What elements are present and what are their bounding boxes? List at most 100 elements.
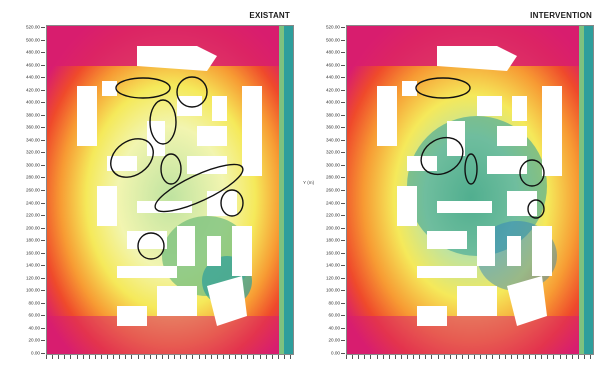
x-tick-mark: [143, 355, 145, 359]
y-tick-label: 460.00: [325, 62, 340, 68]
y-tick-label: 420.00: [25, 87, 40, 93]
y-tick-label: 380.00: [25, 112, 40, 118]
x-tick-mark: [168, 355, 169, 359]
x-axis-right: [346, 355, 594, 363]
y-tick-mark: [341, 215, 345, 217]
y-tick-label: 500.00: [325, 37, 340, 43]
y-tick-label: 0.00: [331, 350, 340, 356]
intervention-map: [346, 25, 594, 355]
y-tick-label: 380.00: [325, 112, 340, 118]
y-tick-mark: [341, 39, 345, 41]
y-tick-mark: [41, 39, 45, 41]
x-tick-mark: [486, 355, 488, 359]
y-tick-mark: [341, 139, 345, 141]
y-tick-label: 300.00: [325, 162, 340, 168]
x-tick-mark: [480, 355, 482, 359]
y-tick-mark: [41, 215, 45, 217]
x-tick-mark: [358, 355, 360, 359]
y-tick-mark: [41, 89, 45, 91]
y-tick-mark: [341, 102, 345, 104]
x-tick-mark: [229, 355, 230, 359]
x-tick-mark: [259, 355, 261, 359]
y-tick-label: 20.00: [28, 337, 41, 343]
x-tick-mark: [407, 355, 408, 359]
y-tick-mark: [341, 202, 345, 204]
x-tick-mark: [541, 355, 543, 359]
x-tick-mark: [419, 355, 421, 359]
y-tick-label: 300.00: [25, 162, 40, 168]
y-tick-mark: [341, 152, 345, 154]
y-tick-label: 520.00: [325, 24, 340, 30]
y-tick-mark: [341, 190, 345, 191]
x-tick-mark: [58, 355, 60, 359]
y-tick-label: 140.00: [325, 262, 340, 268]
y-tick-mark: [341, 252, 345, 254]
y-tick-mark: [41, 340, 45, 342]
y-tick-mark: [41, 27, 45, 28]
x-tick-mark: [394, 355, 396, 359]
x-tick-mark: [204, 355, 206, 359]
y-tick-label: 120.00: [325, 275, 340, 281]
y-tick-label: 400.00: [25, 99, 40, 105]
x-tick-mark: [174, 355, 176, 359]
x-tick-mark: [253, 355, 255, 359]
existant-panel: EXISTANT 520.00 500.00 480.00 460.00 440.00 4…: [0, 0, 298, 367]
y-tick-label: 60.00: [328, 312, 341, 318]
y-tick-label: 80.00: [328, 300, 341, 306]
y-tick-mark: [341, 277, 345, 279]
y-tick-mark: [41, 152, 45, 154]
x-tick-mark: [449, 355, 451, 359]
x-tick-mark: [437, 355, 439, 359]
y-tick-mark: [41, 277, 45, 279]
y-tick-mark: [41, 240, 45, 242]
x-tick-mark: [565, 355, 567, 359]
x-tick-mark: [107, 355, 108, 359]
y-tick-mark: [341, 177, 345, 179]
x-tick-mark: [364, 355, 366, 359]
x-tick-mark: [52, 355, 54, 359]
y-tick-mark: [41, 164, 45, 166]
y-tick-label: 40.00: [328, 325, 341, 331]
x-tick-mark: [553, 355, 555, 359]
x-tick-mark: [413, 355, 415, 359]
x-tick-mark: [516, 355, 518, 359]
x-tick-mark: [510, 355, 512, 359]
y-tick-label: 480.00: [25, 49, 40, 55]
x-tick-mark: [376, 355, 378, 359]
x-tick-mark: [137, 355, 139, 359]
x-tick-mark: [76, 355, 78, 359]
y-tick-label: 200.00: [325, 225, 340, 231]
x-tick-mark: [277, 355, 279, 359]
y-tick-mark: [41, 64, 45, 66]
y-tick-mark: [341, 353, 345, 354]
y-tick-mark: [341, 27, 345, 28]
y-tick-label: 240.00: [325, 200, 340, 206]
y-tick-label: 240.00: [25, 200, 40, 206]
y-tick-mark: [41, 265, 45, 267]
y-tick-label: 440.00: [25, 74, 40, 80]
existant-map: [46, 25, 294, 355]
y-axis-right: 520.00 500.00 480.00 460.00 440.00 420.00 400.…: [300, 24, 346, 356]
y-tick-label: 420.00: [325, 87, 340, 93]
x-tick-mark: [88, 355, 90, 359]
y-tick-label: 320.00: [25, 149, 40, 155]
x-tick-mark: [265, 355, 267, 359]
y-tick-label: 40.00: [28, 325, 41, 331]
x-tick-mark: [559, 355, 561, 359]
x-tick-mark: [522, 355, 524, 359]
y-tick-label: 360.00: [325, 124, 340, 130]
y-tick-mark: [41, 114, 45, 116]
intervention-title: INTERVENTION: [530, 11, 592, 20]
y-tick-label: 160.00: [325, 250, 340, 256]
x-tick-mark: [290, 355, 291, 359]
y-tick-label: 220.00: [25, 212, 40, 218]
y-tick-mark: [341, 127, 345, 129]
y-tick-label: 260.00: [325, 187, 340, 193]
y-tick-label: 320.00: [325, 149, 340, 155]
y-tick-label: 160.00: [25, 250, 40, 256]
y-tick-mark: [341, 290, 345, 292]
x-tick-mark: [455, 355, 457, 359]
x-tick-mark: [46, 355, 47, 359]
y-tick-label: 280.00: [25, 174, 40, 180]
x-tick-mark: [70, 355, 72, 359]
